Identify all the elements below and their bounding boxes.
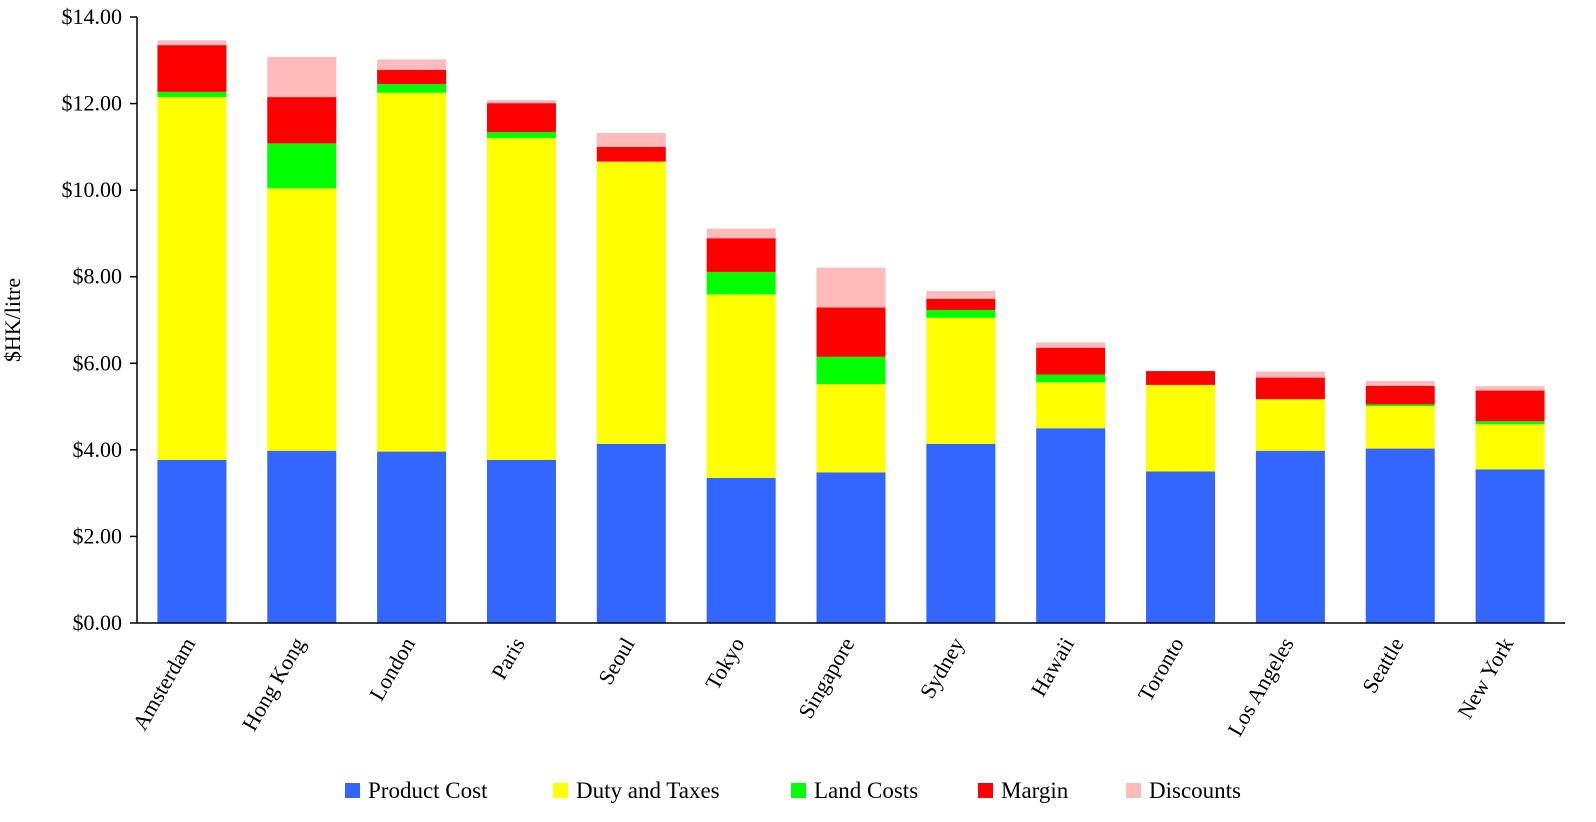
bar-segment: [706, 477, 776, 623]
y-tick-label: $6.00: [73, 350, 123, 375]
bar-segment: [1365, 385, 1435, 405]
bar-segment: [267, 97, 337, 144]
legend-swatch: [1126, 783, 1141, 798]
bar-segment: [1475, 421, 1545, 425]
bar-segment: [157, 91, 227, 98]
bar-segment: [596, 161, 666, 444]
y-axis-ticks: $0.00 $2.00 $4.00 $6.00 $8.00 $10.00 $12.00 $14…: [62, 4, 137, 635]
legend-label: Margin: [1001, 778, 1069, 803]
y-tick-label: $4.00: [73, 437, 123, 462]
bar-segment: [486, 132, 556, 139]
x-tick-label: Hawaii: [1026, 633, 1079, 701]
bar-segment: [267, 188, 337, 451]
bar-segment: [1036, 342, 1106, 348]
bar-segment: [1146, 371, 1216, 385]
x-tick-label: Hong Kong: [237, 633, 310, 735]
bar-segment: [486, 138, 556, 460]
bar-segment: [1036, 347, 1106, 375]
y-tick-label: $2.00: [73, 523, 123, 548]
bar-segment: [157, 40, 227, 46]
bar-segment: [1146, 384, 1216, 472]
bar-segment: [1365, 406, 1435, 449]
bar-segment: [1146, 471, 1216, 623]
bar-segment: [596, 443, 666, 623]
y-tick-label: $10.00: [62, 177, 123, 202]
legend-label: Product Cost: [368, 778, 488, 803]
bar-segment: [377, 59, 447, 70]
x-tick-label: Amsterdam: [127, 633, 200, 734]
bar-segment: [1255, 377, 1325, 400]
bar-segment: [706, 228, 776, 239]
bar-segment: [377, 84, 447, 93]
legend-swatch: [553, 783, 568, 798]
bar-segment: [926, 290, 996, 299]
bar-segment: [816, 307, 886, 357]
x-tick-label: Toronto: [1133, 633, 1189, 706]
bar-segment: [706, 271, 776, 295]
bar-segment: [816, 356, 886, 385]
bar-segment: [267, 143, 337, 189]
x-tick-label: Los Angeles: [1222, 633, 1298, 740]
legend: Product Cost Duty and Taxes Land Costs Marg…: [345, 778, 1241, 803]
bar-segment: [926, 298, 996, 311]
bar-segment: [157, 459, 227, 623]
bar-segment: [816, 384, 886, 473]
bar-segment: [1365, 381, 1435, 386]
y-axis-label: $HK/litre: [0, 278, 25, 362]
y-tick-label: $8.00: [73, 264, 123, 289]
x-tick-label: Sydney: [915, 633, 970, 703]
y-tick-label: $0.00: [73, 610, 123, 635]
bar-segment: [706, 294, 776, 478]
bar-segment: [157, 97, 227, 460]
x-tick-label: Seoul: [593, 633, 640, 689]
x-tick-label: Singapore: [793, 633, 859, 723]
bar-segment: [1365, 404, 1435, 407]
x-tick-label: Seattle: [1357, 633, 1409, 697]
bar-segment: [1036, 428, 1106, 623]
bar-segment: [596, 133, 666, 147]
bar-segment: [816, 472, 886, 623]
bar-segment: [267, 56, 337, 98]
legend-label: Land Costs: [814, 778, 918, 803]
bar-segment: [377, 69, 447, 85]
legend-swatch: [345, 783, 360, 798]
legend-label: Duty and Taxes: [576, 778, 720, 803]
bar-segment: [157, 45, 227, 92]
bar-segment: [816, 267, 886, 308]
y-tick-label: $12.00: [62, 91, 123, 116]
bar-segment: [926, 310, 996, 318]
legend-label: Discounts: [1149, 778, 1241, 803]
bar-segment: [377, 451, 447, 623]
bar-segment: [1475, 390, 1545, 422]
bar-segment: [486, 103, 556, 133]
plot-area: [157, 40, 1545, 623]
bar-segment: [1475, 424, 1545, 470]
x-axis-tick-labels: Amsterdam Hong Kong London Paris Seoul Tokyo S…: [127, 633, 1518, 740]
bar-segment: [486, 100, 556, 104]
x-tick-label: New York: [1452, 633, 1518, 723]
bar-segment: [926, 317, 996, 444]
bar-segment: [1255, 371, 1325, 378]
bar-segment: [486, 459, 556, 623]
bar-segment: [1475, 469, 1545, 623]
legend-swatch: [791, 783, 806, 798]
bar-segment: [706, 238, 776, 272]
bar-segment: [926, 443, 996, 623]
bar-segment: [1365, 448, 1435, 623]
bar-segment: [1255, 450, 1325, 623]
bar-segment: [1036, 382, 1106, 429]
legend-swatch: [978, 783, 993, 798]
x-tick-label: Paris: [486, 633, 530, 684]
x-tick-label: Tokyo: [700, 633, 750, 694]
bar-segment: [596, 146, 666, 162]
bar-segment: [1036, 374, 1106, 383]
bar-segment: [267, 450, 337, 623]
bar-segment: [377, 92, 447, 452]
bar-segment: [1475, 386, 1545, 391]
x-tick-label: London: [364, 633, 420, 705]
y-tick-label: $14.00: [62, 4, 123, 29]
bar-segment: [1255, 399, 1325, 451]
